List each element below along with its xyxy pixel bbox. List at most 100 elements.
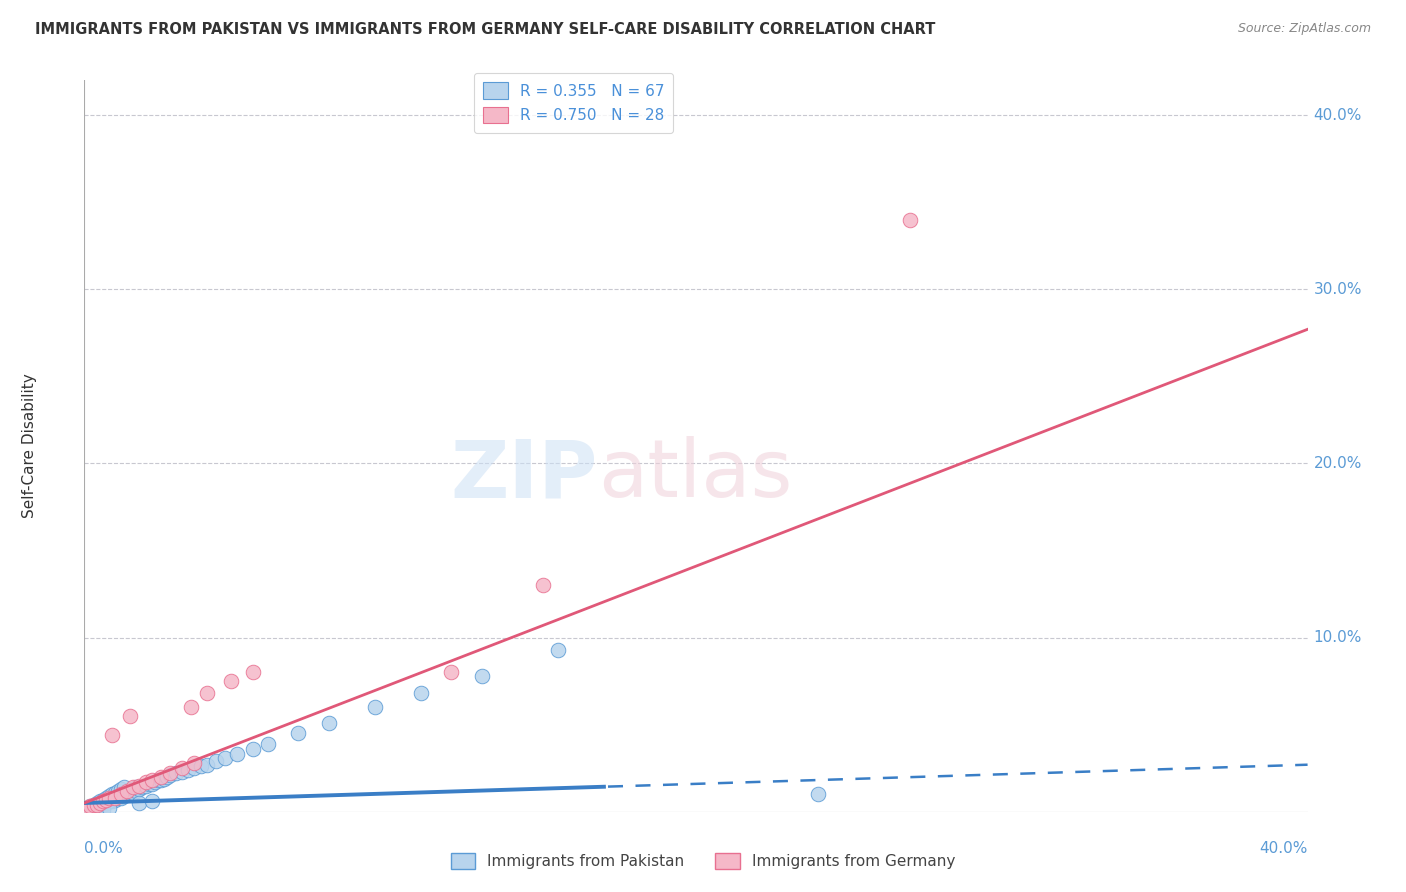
Point [242, 742, 264, 756]
Point [120, 784, 142, 798]
Text: ZIP: ZIP [451, 436, 598, 515]
Point [110, 787, 132, 801]
Point [440, 665, 463, 680]
Point [83, 797, 105, 812]
Point [83, 801, 105, 815]
Point [101, 787, 124, 801]
Point [86, 799, 108, 814]
Point [110, 790, 132, 805]
Point [76, 803, 98, 817]
Point [86, 796, 108, 810]
Text: 10.0%: 10.0% [1313, 630, 1362, 645]
Point [122, 782, 145, 797]
Point [107, 790, 129, 805]
Point [141, 794, 163, 808]
Point [94, 792, 117, 806]
Point [128, 779, 150, 793]
Point [91, 794, 114, 808]
Point [135, 779, 157, 793]
Point [141, 777, 163, 791]
Point [115, 784, 138, 798]
Point [97, 789, 120, 803]
Point [156, 770, 179, 784]
Text: 0.0%: 0.0% [84, 841, 124, 856]
Point [190, 759, 212, 773]
Point [318, 715, 340, 730]
Point [172, 764, 194, 779]
Point [112, 789, 135, 803]
Text: 20.0%: 20.0% [1313, 456, 1362, 471]
Legend: Immigrants from Pakistan, Immigrants from Germany: Immigrants from Pakistan, Immigrants fro… [444, 847, 962, 875]
Point [86, 797, 108, 812]
Point [104, 792, 127, 806]
Point [159, 766, 181, 780]
Point [471, 669, 494, 683]
Point [177, 763, 200, 777]
Point [531, 578, 554, 592]
Point [131, 780, 153, 795]
Point [120, 709, 142, 723]
Point [120, 787, 142, 801]
Legend: R = 0.355   N = 67, R = 0.750   N = 28: R = 0.355 N = 67, R = 0.750 N = 28 [474, 73, 673, 133]
Point [89, 796, 111, 810]
Point [149, 773, 172, 788]
Point [141, 773, 163, 788]
Point [153, 772, 176, 786]
Point [107, 784, 129, 798]
Point [91, 797, 114, 812]
Point [79, 803, 101, 817]
Text: 30.0%: 30.0% [1313, 282, 1362, 297]
Point [79, 799, 101, 814]
Point [149, 770, 172, 784]
Point [807, 787, 830, 801]
Point [180, 700, 202, 714]
Point [219, 674, 242, 689]
Text: Source: ZipAtlas.com: Source: ZipAtlas.com [1237, 22, 1371, 36]
Text: IMMIGRANTS FROM PAKISTAN VS IMMIGRANTS FROM GERMANY SELF-CARE DISABILITY CORRELA: IMMIGRANTS FROM PAKISTAN VS IMMIGRANTS F… [35, 22, 935, 37]
Text: 40.0%: 40.0% [1260, 841, 1308, 856]
Point [214, 750, 236, 764]
Point [195, 686, 218, 700]
Point [76, 801, 98, 815]
Point [195, 757, 218, 772]
Point [79, 801, 101, 815]
Point [159, 768, 181, 782]
Point [409, 686, 432, 700]
Point [122, 786, 145, 800]
Text: atlas: atlas [598, 436, 793, 515]
Point [172, 761, 194, 775]
Point [97, 794, 120, 808]
Point [94, 790, 117, 805]
Point [143, 775, 166, 789]
Point [226, 747, 249, 762]
Point [242, 665, 264, 680]
Point [125, 784, 148, 798]
Point [89, 797, 111, 812]
Point [898, 212, 921, 227]
Point [91, 803, 114, 817]
Point [287, 726, 309, 740]
Point [110, 782, 132, 797]
Point [135, 775, 157, 789]
Point [257, 737, 280, 751]
Point [115, 787, 138, 801]
Point [364, 700, 387, 714]
Point [104, 786, 127, 800]
Point [205, 754, 228, 768]
Point [83, 797, 105, 812]
Point [122, 780, 145, 795]
Text: Self-Care Disability: Self-Care Disability [22, 374, 37, 518]
Point [101, 794, 124, 808]
Point [125, 780, 148, 795]
Point [104, 790, 127, 805]
Point [146, 773, 169, 788]
Text: 40.0%: 40.0% [1313, 108, 1362, 122]
Point [183, 761, 205, 775]
Point [128, 796, 150, 810]
Point [91, 792, 114, 806]
Point [79, 799, 101, 814]
Point [138, 777, 160, 791]
Point [89, 794, 111, 808]
Point [101, 728, 124, 742]
Point [128, 782, 150, 797]
